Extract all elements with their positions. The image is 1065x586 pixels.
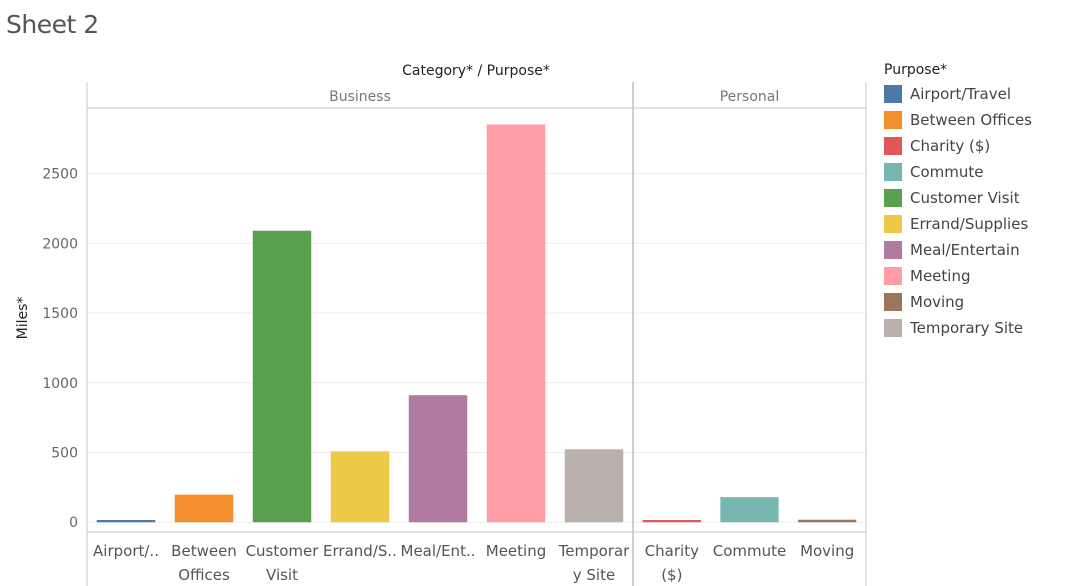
- legend-swatch: [884, 163, 902, 181]
- legend: Purpose* Airport/Travel Between Offices Ch…: [884, 62, 1059, 341]
- legend-swatch: [884, 85, 902, 103]
- y-tick-label: 1000: [42, 376, 78, 392]
- legend-label: Between Offices: [910, 111, 1032, 129]
- legend-label: Charity ($): [910, 137, 991, 155]
- legend-swatch: [884, 189, 902, 207]
- legend-swatch: [884, 215, 902, 233]
- panel-headers: Business Personal: [329, 89, 779, 105]
- x-tick-label: Between Offices: [171, 542, 237, 584]
- x-tick-label: Temporar y Site: [558, 542, 631, 584]
- x-tick-label: Meeting: [486, 542, 546, 560]
- bar-errand-supplies[interactable]: [330, 451, 390, 523]
- legend-swatch: [884, 267, 902, 285]
- y-tick-label: 2000: [42, 236, 78, 252]
- legend-label: Meeting: [910, 267, 971, 285]
- x-tick-label: Meal/Ent..: [401, 542, 476, 560]
- legend-swatch: [884, 293, 902, 311]
- y-tick-label: 0: [69, 515, 78, 531]
- column-header: Category* / Purpose*: [402, 63, 550, 79]
- y-axis-ticks: 0 500 1000 1500 2000 2500: [42, 167, 78, 532]
- bar-customer-visit[interactable]: [252, 230, 312, 523]
- legend-item[interactable]: Customer Visit: [884, 185, 1059, 211]
- legend-item[interactable]: Commute: [884, 159, 1059, 185]
- legend-title: Purpose*: [884, 62, 948, 78]
- x-tick-label: Moving: [800, 542, 854, 560]
- x-tick-label: Charity ($): [645, 542, 699, 584]
- bar-temporary-site[interactable]: [564, 449, 624, 523]
- legend-item[interactable]: Between Offices: [884, 107, 1059, 133]
- legend-items: Airport/Travel Between Offices Charity ($)…: [884, 81, 1059, 341]
- bar-chart: Category* / Purpose* Business Personal 0 5…: [15, 63, 867, 586]
- sheet-title: Sheet 2: [6, 10, 99, 39]
- legend-item[interactable]: Meal/Entertain: [884, 237, 1059, 263]
- legend-label: Customer Visit: [910, 189, 1020, 207]
- panel-header-business: Business: [329, 89, 391, 105]
- bar-commute[interactable]: [720, 497, 779, 523]
- x-tick-label: Customer Visit: [246, 542, 320, 584]
- bar-airport-travel[interactable]: [96, 520, 156, 523]
- legend-label: Moving: [910, 293, 965, 311]
- y-tick-label: 2500: [42, 167, 78, 183]
- legend-swatch: [884, 241, 902, 259]
- legend-swatch: [884, 319, 902, 337]
- bar-moving[interactable]: [798, 519, 857, 523]
- bar-meeting[interactable]: [486, 124, 546, 523]
- panel-header-personal: Personal: [720, 89, 780, 105]
- bar-charity[interactable]: [642, 520, 701, 523]
- legend-label: Commute: [910, 163, 984, 181]
- y-axis-label: Miles*: [15, 297, 31, 340]
- legend-label: Temporary Site: [910, 319, 1024, 337]
- legend-item[interactable]: Charity ($): [884, 133, 1059, 159]
- legend-label: Errand/Supplies: [910, 215, 1029, 233]
- bar-between-offices[interactable]: [174, 494, 234, 523]
- legend-item[interactable]: Airport/Travel: [884, 81, 1059, 107]
- bars: [96, 124, 857, 523]
- x-tick-label: Errand/S..: [323, 542, 397, 560]
- legend-swatch: [884, 137, 902, 155]
- chart-frame: [86, 82, 867, 586]
- legend-item[interactable]: Meeting: [884, 263, 1059, 289]
- legend-item[interactable]: Errand/Supplies: [884, 211, 1059, 237]
- legend-label: Meal/Entertain: [910, 241, 1020, 259]
- gridlines: [87, 173, 866, 523]
- x-tick-label: Commute: [713, 542, 787, 560]
- legend-swatch: [884, 111, 902, 129]
- bar-meal-entertain[interactable]: [408, 395, 468, 523]
- y-tick-label: 500: [51, 446, 78, 462]
- legend-label: Airport/Travel: [910, 85, 1011, 103]
- legend-item[interactable]: Moving: [884, 289, 1059, 315]
- y-tick-label: 1500: [42, 306, 78, 322]
- x-tick-label: Airport/..: [93, 542, 159, 560]
- legend-item[interactable]: Temporary Site: [884, 315, 1059, 341]
